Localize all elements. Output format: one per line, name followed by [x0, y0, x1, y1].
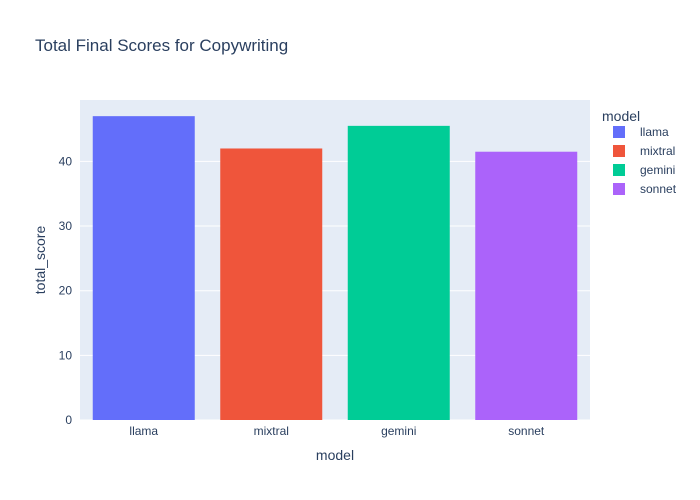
- y-tick-label: 20: [59, 284, 73, 298]
- legend-swatch-mixtral[interactable]: [613, 145, 625, 157]
- x-tick-label: sonnet: [508, 424, 545, 438]
- bar-mixtral[interactable]: [220, 148, 323, 420]
- bar-sonnet[interactable]: [475, 151, 578, 421]
- legend-swatch-gemini[interactable]: [613, 164, 625, 176]
- chart-title: Total Final Scores for Copywriting: [35, 36, 288, 55]
- y-tick-label: 30: [59, 219, 73, 233]
- bar-gemini[interactable]: [347, 125, 450, 421]
- x-tick-label: gemini: [381, 424, 416, 438]
- legend-swatch-llama[interactable]: [613, 126, 625, 138]
- y-tick-label: 40: [59, 154, 73, 168]
- legend-label-mixtral[interactable]: mixtral: [640, 144, 675, 158]
- y-axis-ticks: 0 10 20 30 40: [59, 154, 73, 427]
- y-tick-label: 0: [65, 413, 72, 427]
- legend-title: model: [602, 108, 640, 124]
- y-tick-label: 10: [59, 348, 73, 362]
- x-tick-label: mixtral: [254, 424, 289, 438]
- bar-llama[interactable]: [92, 116, 195, 420]
- legend-label-gemini[interactable]: gemini: [640, 163, 675, 177]
- y-axis-title: total_score: [32, 226, 48, 295]
- x-tick-label: llama: [129, 424, 158, 438]
- x-axis-title: model: [316, 447, 354, 463]
- legend: model llama mixtral gemini sonnet: [602, 108, 677, 196]
- legend-label-llama[interactable]: llama: [640, 125, 669, 139]
- legend-swatch-sonnet[interactable]: [613, 183, 625, 195]
- x-axis-ticks: llama mixtral gemini sonnet: [129, 424, 545, 438]
- legend-label-sonnet[interactable]: sonnet: [640, 182, 677, 196]
- bars: [92, 116, 578, 421]
